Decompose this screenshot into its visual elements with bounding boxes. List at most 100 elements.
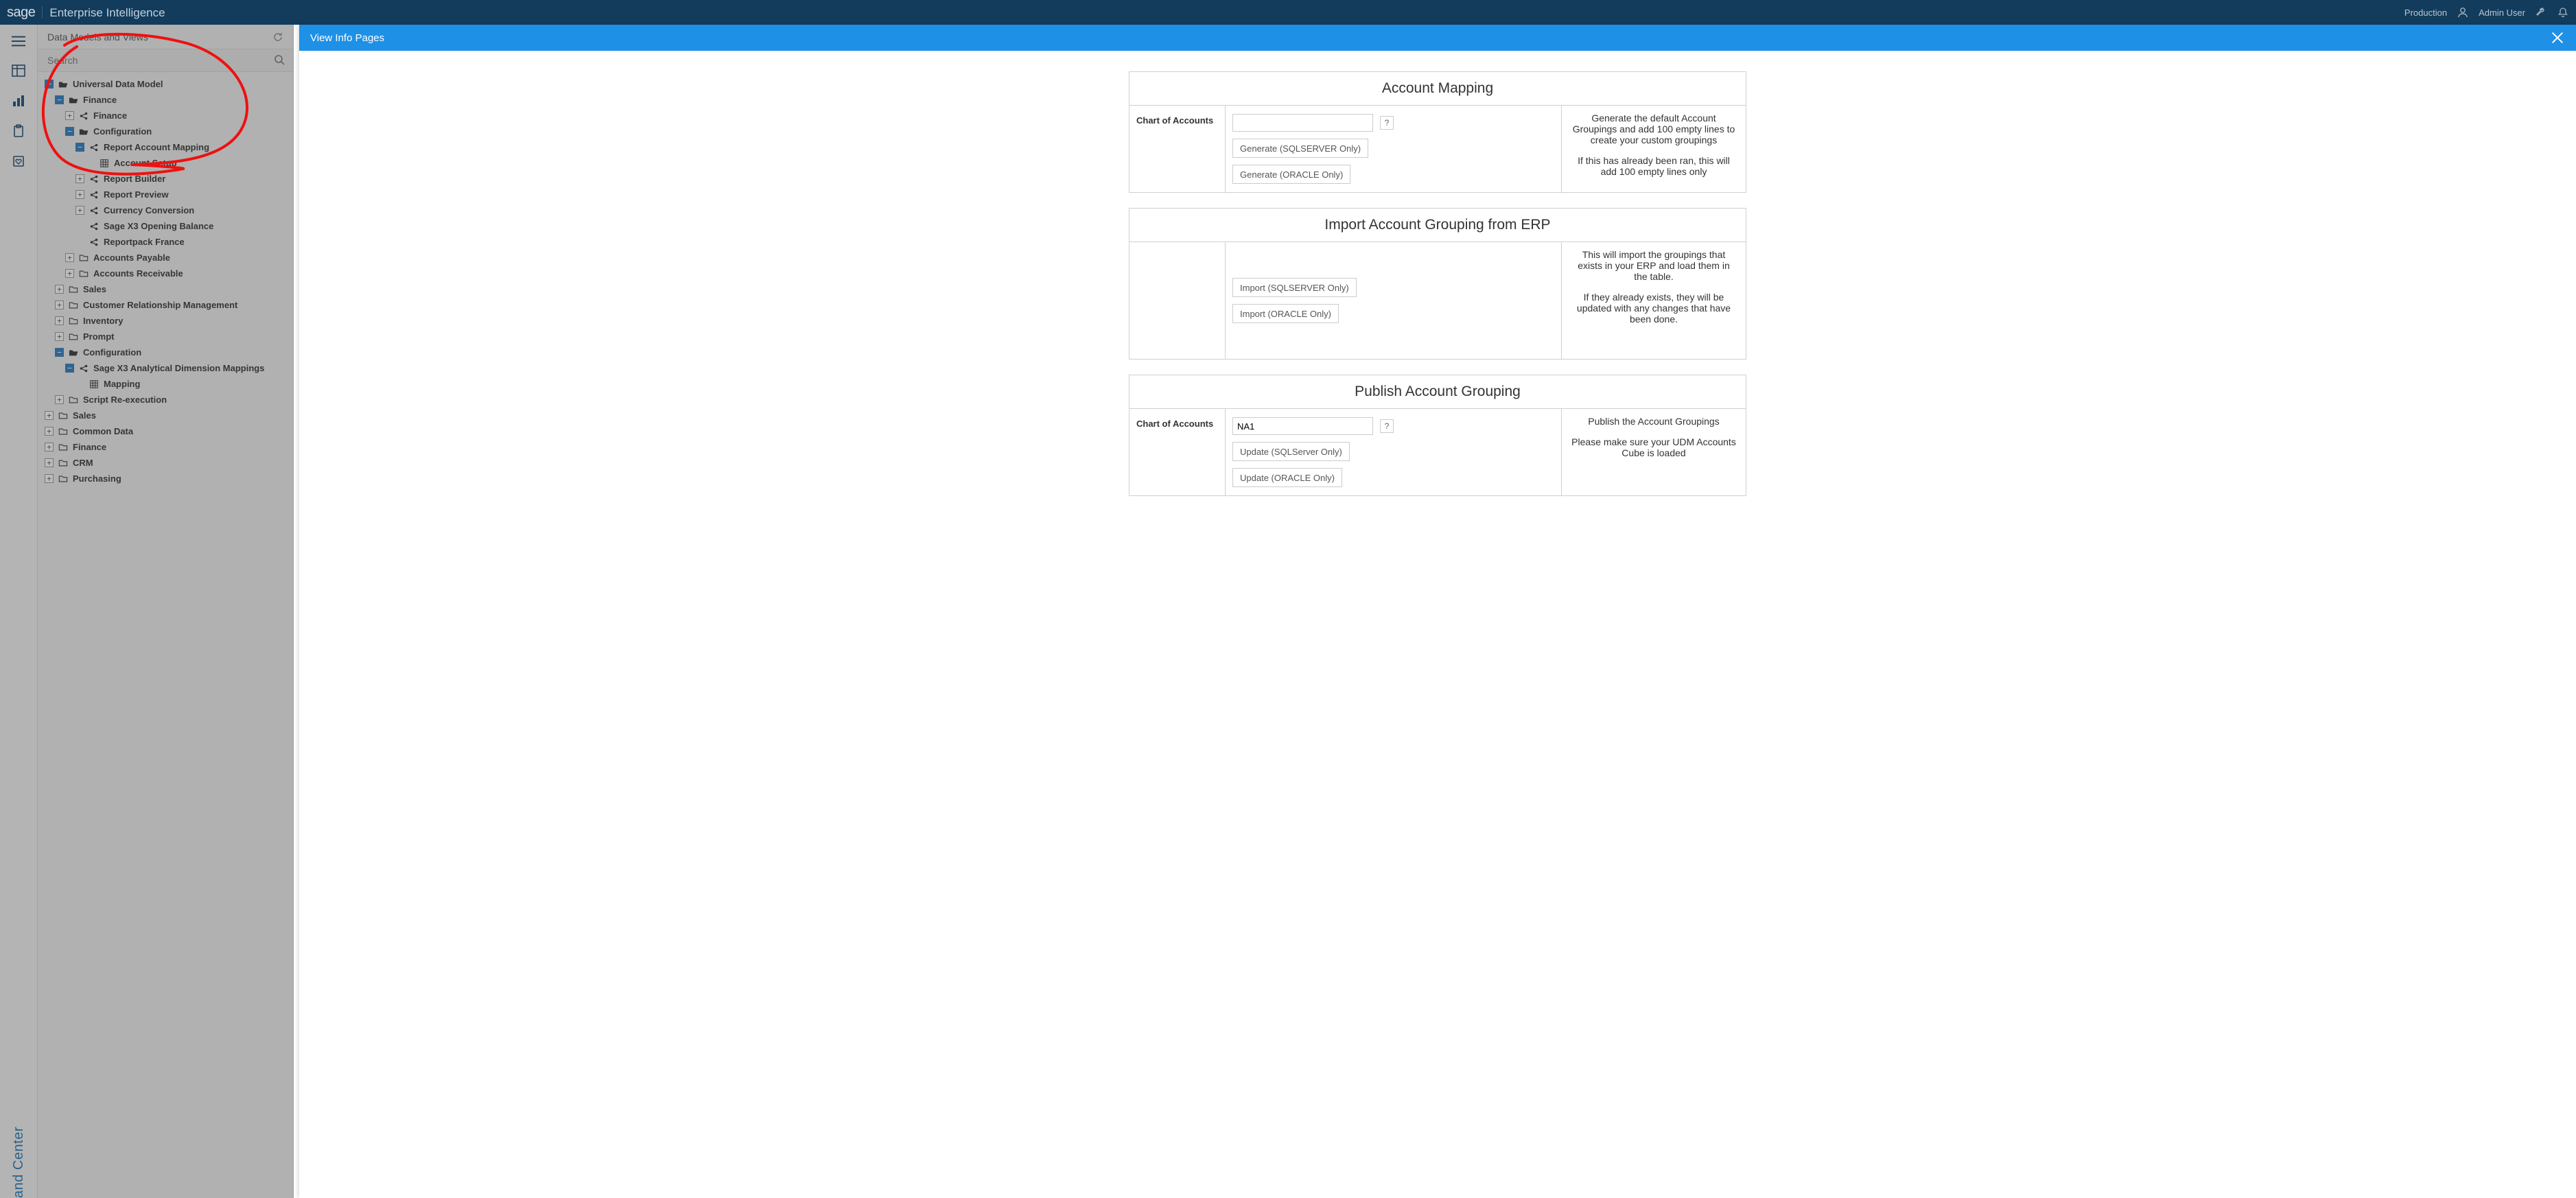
share-icon bbox=[78, 364, 89, 373]
main: and Center Data Models and Views −Univer… bbox=[0, 25, 2576, 1198]
help-icon[interactable]: ? bbox=[1380, 116, 1394, 130]
expand-icon[interactable]: + bbox=[45, 458, 54, 467]
tree-node-udm[interactable]: −Universal Data Model bbox=[38, 76, 293, 92]
tree-node-sales2[interactable]: +Sales bbox=[38, 408, 293, 423]
close-icon[interactable] bbox=[2550, 30, 2565, 45]
folder-open-icon bbox=[58, 80, 69, 89]
collapse-icon[interactable]: − bbox=[55, 348, 64, 357]
tree-node-common-data[interactable]: +Common Data bbox=[38, 423, 293, 439]
generate-oracle-button[interactable]: Generate (ORACLE Only) bbox=[1232, 165, 1350, 184]
card-left-empty bbox=[1129, 242, 1226, 359]
folder-open-icon bbox=[78, 127, 89, 137]
collapse-icon[interactable]: − bbox=[65, 127, 74, 136]
folder-icon bbox=[58, 443, 69, 452]
rail-data-icon[interactable] bbox=[11, 63, 26, 78]
update-sqlserver-button[interactable]: Update (SQLServer Only) bbox=[1232, 442, 1350, 461]
grid-icon bbox=[99, 158, 110, 168]
expand-icon[interactable]: + bbox=[75, 174, 84, 183]
collapse-icon[interactable]: − bbox=[75, 143, 84, 152]
expand-icon[interactable]: + bbox=[45, 443, 54, 451]
import-oracle-button[interactable]: Import (ORACLE Only) bbox=[1232, 304, 1339, 323]
search-icon[interactable] bbox=[274, 54, 286, 67]
topbar: sage Enterprise Intelligence Production … bbox=[0, 0, 2576, 25]
card-account-mapping: Account Mapping Chart of Accounts ? Gene… bbox=[1129, 71, 1746, 193]
tree-node-sage-x3-adm[interactable]: −Sage X3 Analytical Dimension Mappings bbox=[38, 360, 293, 376]
tree-node-mapping[interactable]: Mapping bbox=[38, 376, 293, 392]
expand-icon[interactable]: + bbox=[55, 395, 64, 404]
grid-icon bbox=[89, 379, 99, 389]
settings-icon[interactable] bbox=[2535, 6, 2547, 19]
tree-node-currency-conv[interactable]: +Currency Conversion bbox=[38, 202, 293, 218]
folder-icon bbox=[58, 474, 69, 484]
collapse-icon[interactable]: − bbox=[55, 95, 64, 104]
import-sqlserver-button[interactable]: Import (SQLSERVER Only) bbox=[1232, 278, 1357, 297]
user-icon[interactable] bbox=[2457, 6, 2469, 19]
tree-node-crm[interactable]: +Customer Relationship Management bbox=[38, 297, 293, 313]
expand-icon[interactable]: + bbox=[45, 411, 54, 420]
expand-icon[interactable]: + bbox=[55, 285, 64, 294]
card-actions: Import (SQLSERVER Only) Import (ORACLE O… bbox=[1226, 242, 1562, 359]
folder-icon bbox=[68, 285, 79, 294]
expand-icon[interactable]: + bbox=[75, 190, 84, 199]
share-icon bbox=[89, 143, 99, 152]
tree-node-configuration2[interactable]: −Configuration bbox=[38, 344, 293, 360]
app-title: Enterprise Intelligence bbox=[49, 6, 165, 20]
rail-clipboard-icon[interactable] bbox=[11, 124, 26, 139]
rail-favorites-icon[interactable] bbox=[11, 154, 26, 169]
coa-input[interactable] bbox=[1232, 417, 1373, 435]
expand-icon[interactable]: + bbox=[65, 253, 74, 262]
share-icon bbox=[89, 190, 99, 200]
coa-label: Chart of Accounts bbox=[1129, 106, 1226, 192]
rail-vertical-label: and Center bbox=[11, 1120, 27, 1198]
expand-icon[interactable]: + bbox=[75, 206, 84, 215]
tree-node-reportpack-fr[interactable]: Reportpack France bbox=[38, 234, 293, 250]
tree-node-report-preview[interactable]: +Report Preview bbox=[38, 187, 293, 202]
generate-sqlserver-button[interactable]: Generate (SQLSERVER Only) bbox=[1232, 139, 1368, 158]
search-input[interactable] bbox=[38, 49, 293, 71]
tree-node-inventory[interactable]: +Inventory bbox=[38, 313, 293, 329]
tree-node-script-reexec[interactable]: +Script Re-execution bbox=[38, 392, 293, 408]
expand-icon[interactable]: + bbox=[45, 427, 54, 436]
tree-node-account-setup[interactable]: Account Setup bbox=[38, 155, 293, 171]
menu-icon[interactable] bbox=[10, 34, 27, 48]
help-icon[interactable]: ? bbox=[1380, 419, 1394, 433]
expand-icon[interactable]: + bbox=[55, 332, 64, 341]
notifications-icon[interactable] bbox=[2557, 6, 2569, 19]
tree-node-prompt[interactable]: +Prompt bbox=[38, 329, 293, 344]
folder-icon bbox=[68, 332, 79, 342]
folder-icon bbox=[78, 253, 89, 263]
tree-node-purchasing[interactable]: +Purchasing bbox=[38, 471, 293, 486]
card-heading: Account Mapping bbox=[1129, 72, 1746, 106]
collapse-icon[interactable]: − bbox=[45, 80, 54, 89]
rail-chart-icon[interactable] bbox=[11, 93, 26, 108]
topbar-right: Production Admin User bbox=[2404, 6, 2569, 19]
tree-node-finance2[interactable]: +Finance bbox=[38, 108, 293, 124]
tree-node-ram[interactable]: −Report Account Mapping bbox=[38, 139, 293, 155]
folder-open-icon bbox=[68, 95, 79, 105]
tree-title: Data Models and Views bbox=[47, 32, 148, 43]
card-actions: ? Generate (SQLSERVER Only) Generate (OR… bbox=[1226, 106, 1562, 192]
update-oracle-button[interactable]: Update (ORACLE Only) bbox=[1232, 468, 1342, 487]
folder-icon bbox=[68, 395, 79, 405]
folder-icon bbox=[68, 301, 79, 310]
desc-line: Please make sure your UDM Accounts Cube … bbox=[1571, 436, 1736, 458]
refresh-icon[interactable] bbox=[272, 32, 283, 43]
expand-icon[interactable]: + bbox=[45, 474, 54, 483]
tree-node-finance[interactable]: −Finance bbox=[38, 92, 293, 108]
expand-icon[interactable]: + bbox=[65, 269, 74, 278]
tree-node-ap[interactable]: +Accounts Payable bbox=[38, 250, 293, 266]
tree-node-ar[interactable]: +Accounts Receivable bbox=[38, 266, 293, 281]
tree-node-finance3[interactable]: +Finance bbox=[38, 439, 293, 455]
expand-icon[interactable]: + bbox=[55, 316, 64, 325]
tree-node-crm2[interactable]: +CRM bbox=[38, 455, 293, 471]
tree-node-sage-x3-ob[interactable]: Sage X3 Opening Balance bbox=[38, 218, 293, 234]
coa-label: Chart of Accounts bbox=[1129, 409, 1226, 495]
expand-icon[interactable]: + bbox=[55, 301, 64, 309]
collapse-icon[interactable]: − bbox=[65, 364, 74, 373]
tree-node-report-builder[interactable]: +Report Builder bbox=[38, 171, 293, 187]
coa-input[interactable] bbox=[1232, 114, 1373, 132]
tree-node-configuration[interactable]: −Configuration bbox=[38, 124, 293, 139]
card-desc: Publish the Account Groupings Please mak… bbox=[1562, 409, 1746, 495]
tree-node-sales[interactable]: +Sales bbox=[38, 281, 293, 297]
expand-icon[interactable]: + bbox=[65, 111, 74, 120]
